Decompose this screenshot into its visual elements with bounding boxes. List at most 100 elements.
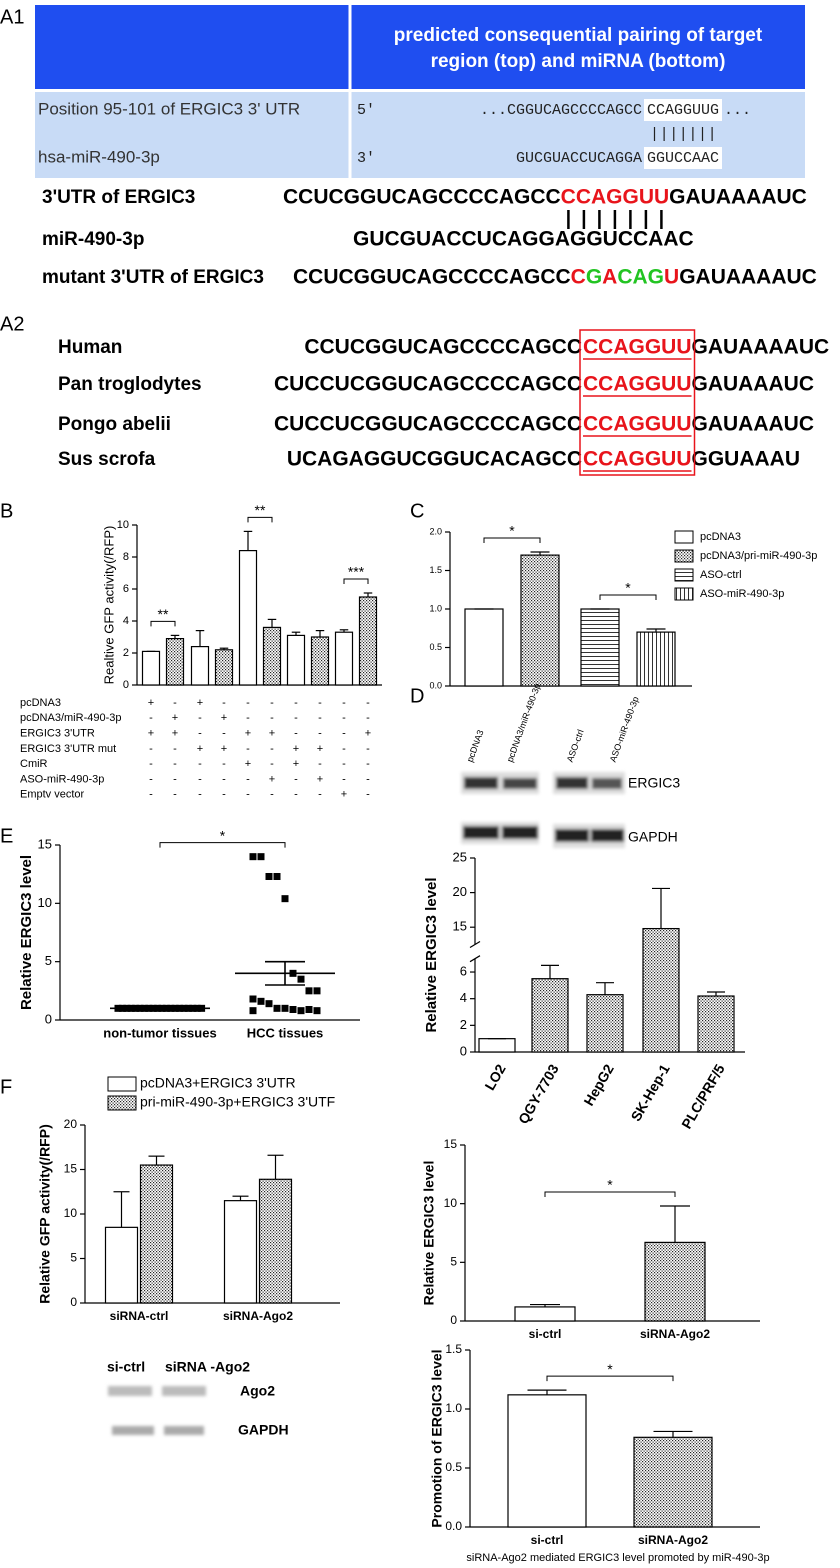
- legend-swatch: [674, 530, 694, 544]
- axis-break: [469, 940, 481, 949]
- significance-label: *: [607, 1177, 613, 1193]
- condition-mark: -: [222, 758, 226, 770]
- sequence-segment: CCUCGGUCAGCCCCAGCC: [283, 186, 561, 209]
- seed-box: [644, 99, 722, 121]
- table-header-text: predicted consequential pairing of targe…: [394, 25, 763, 46]
- bar: [507, 1394, 587, 1528]
- data-point: [249, 995, 257, 1003]
- condition-mark: -: [294, 789, 298, 801]
- condition-mark: +: [197, 743, 203, 755]
- condition-mark: -: [342, 697, 346, 709]
- sequence-segment: A: [602, 266, 617, 289]
- significance-label: **: [255, 502, 266, 518]
- condition-mark: -: [270, 712, 274, 724]
- condition-mark: +: [365, 728, 371, 740]
- sequence-segment: GGUCCAAC: [570, 228, 694, 251]
- caption: siRNA-Ago2 mediated ERGIC3 level promote…: [466, 1552, 769, 1564]
- panel-label: B: [0, 500, 13, 522]
- x-tick-label: PLC/PRF/5: [678, 1061, 728, 1131]
- sequence-segment: CAG: [617, 266, 664, 289]
- data-point: [273, 1004, 281, 1012]
- x-tick-label: siRNA-Ago2: [638, 1533, 708, 1547]
- sequence-segment: CCAGGUU: [561, 186, 670, 209]
- condition-mark: +: [221, 712, 227, 724]
- y-tick-label: 5: [70, 1251, 77, 1265]
- sequence-segment: CCAGGUU: [583, 373, 692, 396]
- data-point: [281, 895, 289, 903]
- data-point: [257, 853, 265, 861]
- bar: [214, 649, 234, 686]
- bar: [104, 1226, 139, 1304]
- condition-mark: -: [270, 789, 274, 801]
- condition-mark: +: [317, 743, 323, 755]
- sequence-segment: CCAGGUU: [583, 448, 692, 471]
- condition-mark: -: [294, 728, 298, 740]
- condition-mark: -: [366, 712, 370, 724]
- band-label: GAPDH: [628, 829, 678, 845]
- seed-box: [644, 147, 722, 169]
- x-tick-label: non-tumor tissues: [103, 1025, 216, 1040]
- condition-mark: -: [198, 789, 202, 801]
- y-tick-label: 2.0: [429, 526, 442, 536]
- y-axis-label: Relative GFP activity(/RFP): [37, 1124, 53, 1303]
- significance-label: **: [158, 606, 169, 622]
- x-tick-label: LO2: [481, 1061, 509, 1093]
- condition-mark: -: [318, 712, 322, 724]
- condition-mark: -: [342, 773, 346, 785]
- data-point: [265, 873, 273, 880]
- data-point: [297, 1007, 305, 1015]
- y-tick-label: 0: [70, 1295, 77, 1309]
- data-point: [265, 1000, 273, 1008]
- condition-mark: +: [148, 728, 154, 740]
- lane-label: pcDNA3/miR-490-3p: [505, 682, 543, 763]
- significance-bracket: [343, 578, 369, 584]
- condition-mark: -: [342, 743, 346, 755]
- bar: [358, 596, 378, 686]
- bar: [139, 1164, 174, 1304]
- y-tick-label: 15: [64, 1162, 78, 1176]
- panel-label: D: [410, 685, 424, 707]
- condition-mark: -: [270, 758, 274, 770]
- condition-mark: +: [269, 728, 275, 740]
- species-name: Sus scrofa: [58, 449, 156, 470]
- condition-mark: -: [318, 789, 322, 801]
- condition-mark: -: [246, 697, 250, 709]
- y-tick-label: 10: [117, 519, 129, 531]
- bar: [286, 634, 306, 686]
- legend-swatch: [674, 568, 694, 582]
- species-name: Human: [58, 337, 122, 358]
- condition-mark: -: [294, 773, 298, 785]
- condition-name: Emptv vector: [20, 789, 85, 801]
- condition-mark: +: [221, 743, 227, 755]
- condition-name: ASO-miR-490-3p: [20, 773, 104, 785]
- bar: [531, 978, 569, 1053]
- y-tick-label: 0: [45, 1011, 52, 1026]
- condition-mark: +: [172, 728, 178, 740]
- legend-label: pcDNA3/pri-miR-490-3p: [700, 550, 817, 562]
- sequence-segment: GUCGUACCUCAGGA: [353, 228, 570, 251]
- legend-label: ASO-miR-490-3p: [700, 588, 784, 600]
- condition-mark: -: [198, 758, 202, 770]
- bar: [636, 631, 676, 687]
- x-tick-label: SK-Hep-1: [627, 1061, 672, 1124]
- y-tick-label: 15: [444, 1137, 458, 1151]
- y-tick-label: 0: [460, 1043, 467, 1058]
- x-tick-label: HCC tissues: [247, 1025, 324, 1040]
- condition-mark: -: [246, 773, 250, 785]
- sequence-segment: CCUCGGUCAGCCCCAGCC: [304, 336, 582, 359]
- sequence-segment: GAUAAAAUC: [679, 266, 817, 289]
- x-tick-label: siRNA-ctrl: [110, 1309, 169, 1323]
- significance-label: ***: [348, 564, 365, 580]
- condition-mark: -: [342, 728, 346, 740]
- y-tick-label: 1.0: [429, 603, 442, 613]
- bar: [334, 631, 354, 686]
- y-tick-label: 1.5: [445, 1342, 462, 1356]
- condition-mark: -: [366, 789, 370, 801]
- condition-mark: -: [149, 758, 153, 770]
- axis-break: [469, 955, 481, 963]
- significance-label: *: [625, 580, 631, 596]
- table-header-text: region (top) and miRNA (bottom): [431, 51, 726, 72]
- significance-label: *: [509, 523, 515, 539]
- significance-bracket: [483, 537, 541, 544]
